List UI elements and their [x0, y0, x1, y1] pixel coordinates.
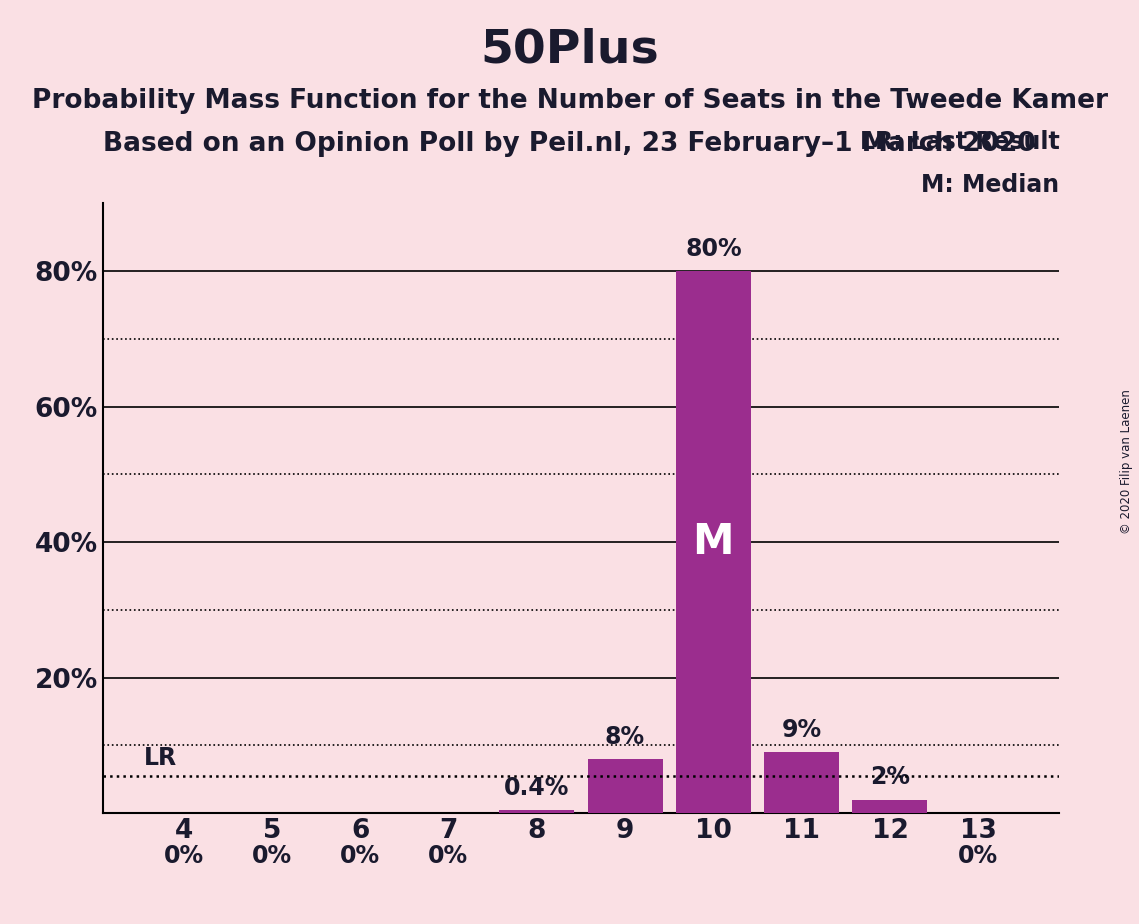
- Text: M: M: [693, 521, 735, 563]
- Bar: [764, 752, 839, 813]
- Text: 8%: 8%: [605, 724, 645, 748]
- Text: 0.4%: 0.4%: [505, 776, 570, 800]
- Text: 0%: 0%: [958, 844, 998, 868]
- Text: 50Plus: 50Plus: [481, 28, 658, 73]
- Text: 0%: 0%: [341, 844, 380, 868]
- Text: Probability Mass Function for the Number of Seats in the Tweede Kamer: Probability Mass Function for the Number…: [32, 88, 1107, 114]
- Bar: [852, 799, 927, 813]
- Bar: [499, 810, 574, 813]
- Text: 80%: 80%: [685, 237, 741, 261]
- Text: M: Median: M: Median: [921, 173, 1059, 197]
- Text: 0%: 0%: [252, 844, 292, 868]
- Text: 0%: 0%: [428, 844, 468, 868]
- Text: LR: LR: [144, 747, 177, 771]
- Text: 9%: 9%: [781, 718, 821, 742]
- Text: LR: Last Result: LR: Last Result: [860, 130, 1059, 154]
- Bar: [675, 271, 751, 813]
- Text: 0%: 0%: [164, 844, 204, 868]
- Text: Based on an Opinion Poll by Peil.nl, 23 February–1 March 2020: Based on an Opinion Poll by Peil.nl, 23 …: [104, 131, 1035, 157]
- Text: © 2020 Filip van Laenen: © 2020 Filip van Laenen: [1121, 390, 1133, 534]
- Text: 2%: 2%: [870, 765, 910, 789]
- Bar: [588, 759, 663, 813]
